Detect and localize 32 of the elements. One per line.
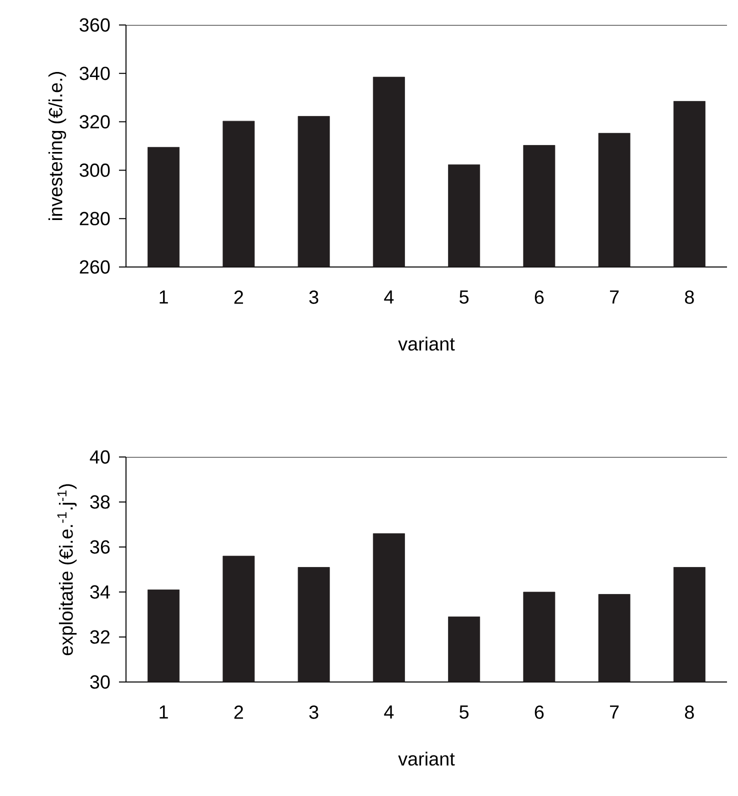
y-tick-label: 300 [80, 163, 110, 177]
x-tick-label: 1 [160, 290, 168, 304]
y-tick-label: 36 [90, 540, 110, 554]
y-tick-label: 40 [90, 450, 110, 464]
x-axis-title: variant [398, 752, 455, 766]
x-tick-label: 1 [160, 706, 168, 719]
y-tick-label: 38 [90, 495, 110, 509]
x-tick-label: 2 [234, 706, 244, 719]
y-tick-label: 340 [80, 66, 110, 80]
y-tick-label: 260 [80, 260, 110, 274]
x-tick-label: 2 [234, 290, 244, 304]
x-tick-label: 4 [384, 290, 394, 304]
x-tick-label: 3 [309, 290, 318, 304]
y-tick-label: 320 [80, 115, 110, 128]
x-tick-label: 4 [384, 706, 394, 719]
x-tick-label: 6 [534, 290, 544, 304]
x-axis-title: variant [398, 336, 455, 351]
y-tick-label: 280 [80, 212, 110, 226]
y-tick-label: 34 [90, 585, 110, 599]
x-tick-label: 7 [610, 290, 619, 304]
y-tick-label: 360 [80, 18, 110, 32]
x-tick-label: 5 [460, 290, 469, 304]
x-tick-label: 7 [610, 706, 619, 719]
x-tick-label: 6 [534, 706, 544, 719]
x-tick-label: 8 [685, 290, 694, 304]
x-tick-label: 8 [685, 706, 694, 719]
x-tick-label: 3 [309, 706, 318, 719]
y-axis-title: exploitatie (€i.e.$^{-1}$.j$^{-1}$) [57, 484, 77, 656]
y-tick-label: 32 [90, 630, 110, 644]
y-axis-title: investering (€/i.e.) [48, 72, 66, 220]
y-tick-label: 30 [90, 675, 110, 689]
x-tick-label: 5 [460, 706, 469, 719]
